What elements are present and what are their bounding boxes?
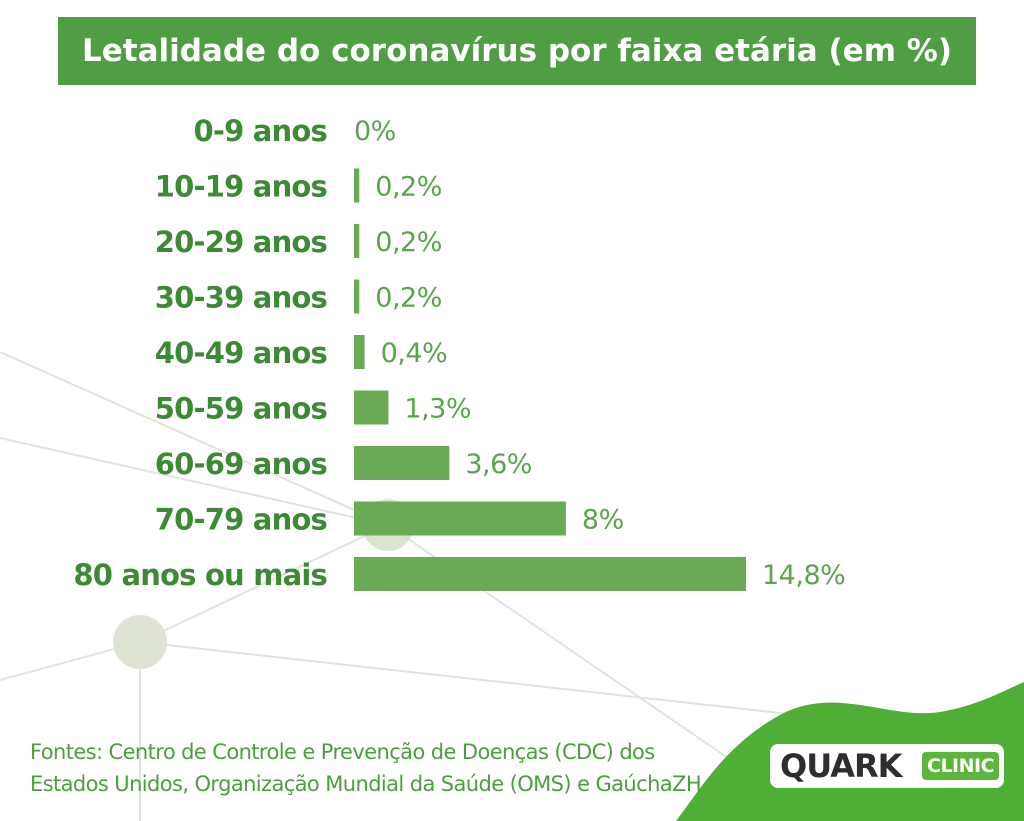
bar: [354, 335, 365, 369]
chart-title: Letalidade do coronavírus por faixa etár…: [81, 33, 953, 69]
category-label: 70-79 anos: [155, 503, 327, 537]
category-label: 60-69 anos: [155, 447, 327, 481]
value-label: 3,6%: [465, 449, 532, 480]
logo-word: QUARK: [780, 747, 902, 785]
bar: [354, 279, 360, 314]
bar: [354, 390, 389, 425]
bar: [354, 557, 746, 591]
logo-badge: CLINIC: [922, 752, 1000, 780]
category-label: 10-19 anos: [155, 170, 327, 204]
sources-line-2: Estados Unidos, Organização Mundial da S…: [30, 772, 702, 796]
value-label: 14,8%: [762, 560, 845, 591]
value-label: 0%: [354, 116, 396, 147]
value-label: 0,2%: [375, 283, 442, 314]
sources-footer: Fontes: Centro de Controle e Prevenção d…: [30, 736, 730, 800]
category-label: 40-49 anos: [155, 336, 327, 370]
bar: [354, 224, 360, 258]
category-label: 20-29 anos: [155, 225, 327, 259]
bar: [354, 168, 360, 203]
decor-circle-large: [113, 615, 167, 669]
quark-clinic-logo: QUARK CLINIC: [770, 744, 1004, 788]
value-label: 0,2%: [375, 227, 442, 258]
category-label: 50-59 anos: [155, 392, 327, 426]
category-label: 0-9 anos: [194, 114, 328, 148]
category-label: 30-39 anos: [155, 281, 327, 315]
value-label: 1,3%: [404, 394, 471, 425]
category-label: 80 anos ou mais: [73, 558, 327, 592]
sources-line-1: Fontes: Centro de Controle e Prevenção d…: [30, 740, 655, 764]
title-bar: Letalidade do coronavírus por faixa etár…: [58, 17, 976, 85]
value-label: 0,4%: [381, 338, 448, 369]
value-label: 8%: [582, 505, 624, 536]
bar: [354, 446, 450, 480]
value-label: 0,2%: [375, 172, 442, 203]
bar: [354, 501, 566, 536]
